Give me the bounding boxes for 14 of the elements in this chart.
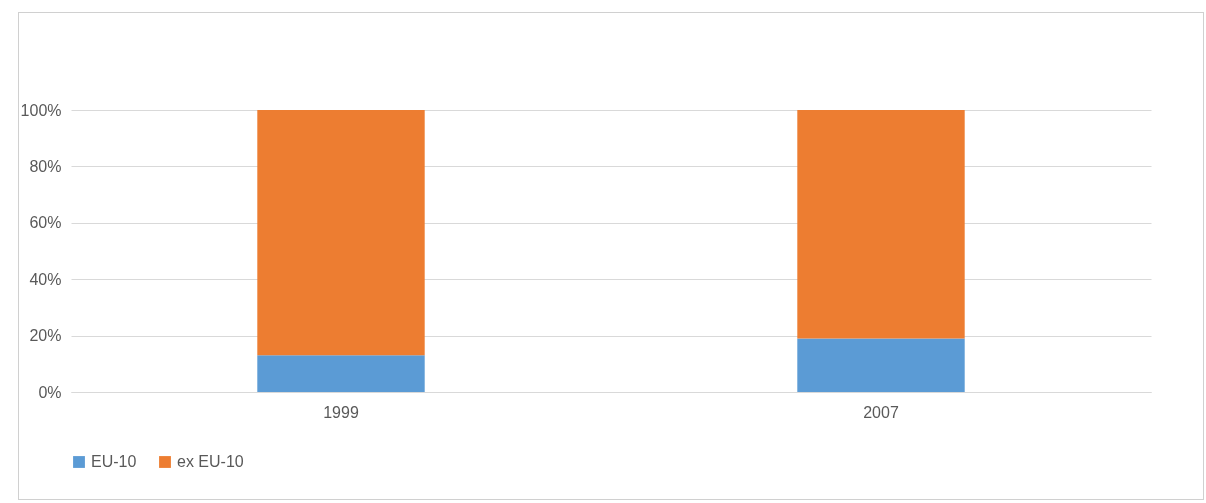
y-tick-label: 80% bbox=[29, 157, 62, 175]
bar bbox=[257, 355, 425, 392]
x-tick-label: 1999 bbox=[323, 403, 359, 421]
y-tick-label: 60% bbox=[29, 214, 62, 232]
y-tick-label: 100% bbox=[20, 101, 62, 119]
bar bbox=[257, 110, 425, 356]
y-tick-label: 40% bbox=[29, 270, 62, 288]
x-tick-label: 2007 bbox=[863, 403, 899, 421]
y-tick-label: 0% bbox=[38, 383, 62, 401]
bar bbox=[797, 338, 965, 392]
legend-label: ex EU-10 bbox=[177, 453, 244, 470]
bar bbox=[797, 110, 965, 339]
y-tick-label: 20% bbox=[29, 327, 62, 345]
legend-label: EU-10 bbox=[91, 453, 137, 470]
